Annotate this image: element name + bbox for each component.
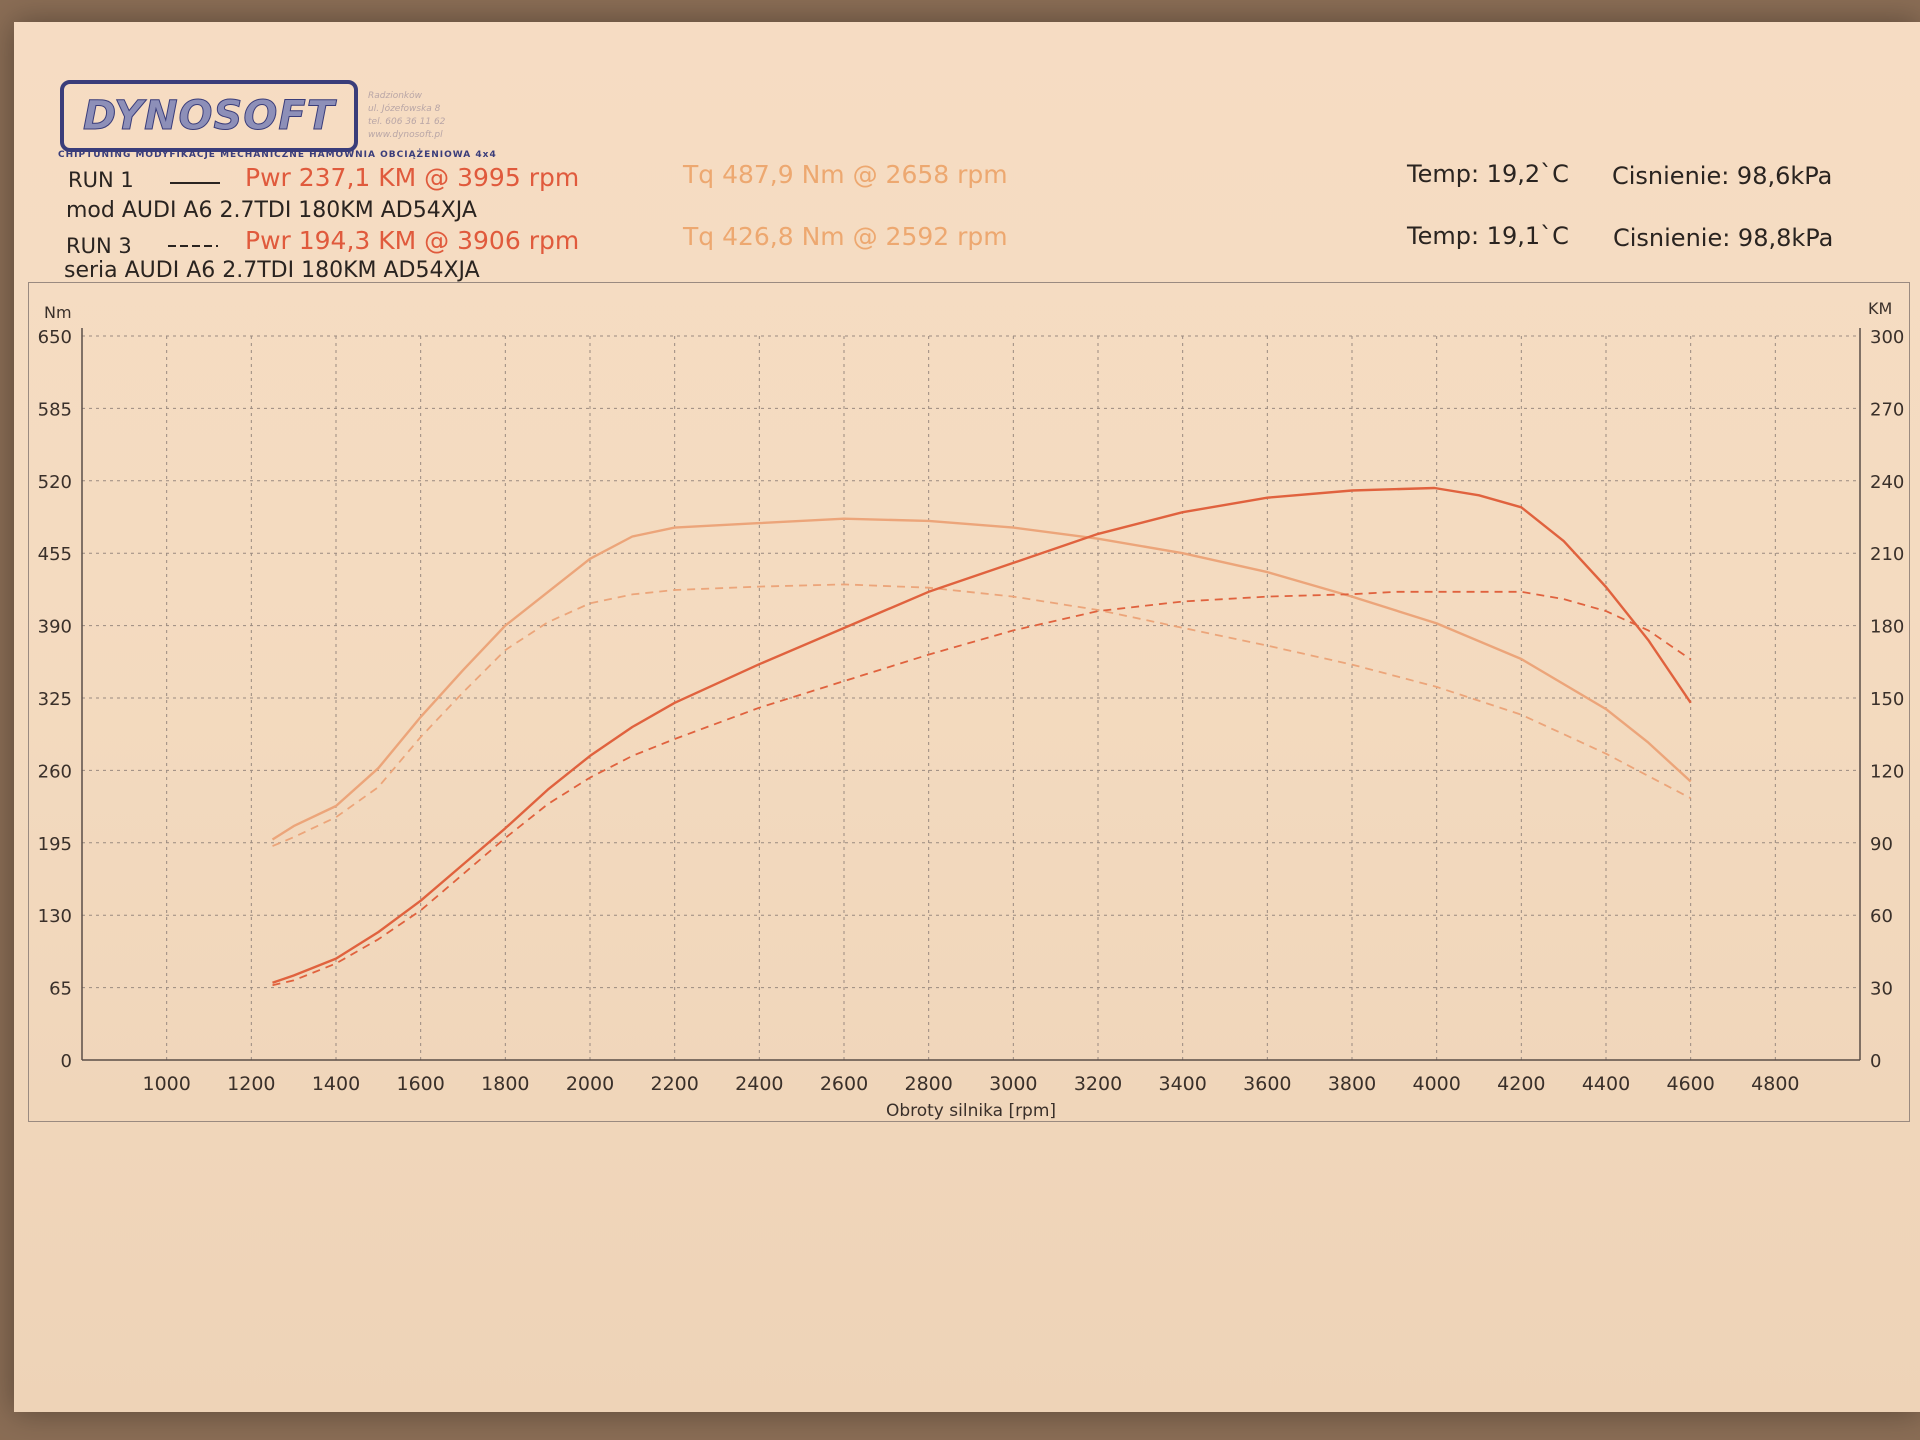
y-right-tick-label: 270	[1870, 399, 1904, 420]
x-tick-label: 4600	[1666, 1073, 1714, 1095]
dynosoft-logo: DYNOSOFT	[60, 80, 358, 152]
run3-torque-curve	[272, 583, 1692, 847]
address-line: ul. Józefowska 8	[368, 104, 441, 114]
run1-temperature: Temp: 19,2`C	[1407, 160, 1569, 188]
x-tick-label: 4200	[1497, 1073, 1545, 1095]
x-tick-label: 3000	[989, 1073, 1037, 1095]
logo-tagline: CHIPTUNING MODYFIKACJE MECHANICZNE HAMOW…	[58, 150, 497, 160]
x-axis-label: Obroty silnika [rpm]	[886, 1101, 1056, 1121]
run3-label: RUN 3	[66, 234, 132, 258]
run1-description: mod AUDI A6 2.7TDI 180KM AD54XJA	[66, 198, 477, 223]
x-tick-label: 1600	[396, 1073, 444, 1095]
x-tick-label: 4000	[1412, 1073, 1460, 1095]
x-tick-label: 2200	[650, 1073, 698, 1095]
run3-pressure: Cisnienie: 98,8kPa	[1613, 224, 1834, 252]
x-tick-label: 2600	[820, 1073, 868, 1095]
address-line: Radzionków	[368, 91, 422, 101]
y-right-tick-label: 120	[1870, 761, 1904, 782]
run1-power-peak: Pwr 237,1 KM @ 3995 rpm	[245, 163, 580, 192]
x-tick-label: 3200	[1074, 1073, 1122, 1095]
y-left-tick-label: 65	[49, 979, 72, 1000]
logo-address: Radzionków ul. Józefowska 8 tel. 606 36 …	[368, 90, 548, 142]
x-tick-label: 4400	[1582, 1073, 1630, 1095]
x-tick-label: 2400	[735, 1073, 783, 1095]
x-tick-label: 1200	[227, 1073, 275, 1095]
run1-label: RUN 1	[68, 168, 134, 192]
run3-description: seria AUDI A6 2.7TDI 180KM AD54XJA	[64, 258, 480, 283]
y-left-tick-label: 650	[38, 327, 72, 348]
y-right-axis-label: KM	[1868, 299, 1892, 318]
run1-legend-solid-line	[170, 182, 220, 184]
run1-pressure: Cisnienie: 98,6kPa	[1612, 162, 1833, 190]
y-left-tick-label: 195	[38, 834, 72, 855]
run1-torque-peak: Tq 487,9 Nm @ 2658 rpm	[683, 160, 1008, 189]
logo-text: DYNOSOFT	[83, 93, 335, 140]
y-left-tick-label: 520	[38, 472, 72, 493]
x-tick-label: 2000	[566, 1073, 614, 1095]
y-left-tick-label: 325	[38, 689, 72, 710]
y-left-axis-label: Nm	[44, 303, 72, 322]
x-tick-label: 1000	[142, 1073, 190, 1095]
run1-torque-curve	[271, 517, 1692, 841]
run3-power-peak: Pwr 194,3 KM @ 3906 rpm	[245, 226, 580, 255]
y-right-tick-label: 180	[1870, 617, 1904, 638]
y-right-tick-label: 150	[1870, 689, 1904, 710]
y-right-tick-label: 60	[1870, 906, 1893, 927]
x-tick-label: 3600	[1243, 1073, 1291, 1095]
y-right-tick-label: 0	[1870, 1051, 1881, 1072]
y-right-tick-label: 30	[1870, 979, 1893, 1000]
address-line: www.dynosoft.pl	[368, 130, 443, 140]
dyno-sheet	[14, 22, 1920, 1412]
y-right-tick-label: 300	[1870, 327, 1904, 348]
address-line: tel. 606 36 11 62	[368, 117, 446, 127]
y-left-tick-label: 585	[38, 399, 72, 420]
y-left-tick-label: 260	[38, 761, 72, 782]
x-tick-label: 1800	[481, 1073, 529, 1095]
y-right-tick-label: 240	[1870, 472, 1904, 493]
y-left-tick-label: 455	[38, 544, 72, 565]
y-left-tick-label: 0	[61, 1051, 72, 1072]
y-left-tick-label: 130	[38, 906, 72, 927]
x-tick-label: 2800	[904, 1073, 952, 1095]
x-tick-label: 3400	[1158, 1073, 1206, 1095]
chart-frame	[28, 282, 1910, 1122]
x-tick-label: 1400	[312, 1073, 360, 1095]
run1-power-curve	[272, 486, 1692, 984]
run3-power-curve	[272, 590, 1692, 987]
run3-legend-dashed-line	[168, 245, 218, 247]
run3-torque-peak: Tq 426,8 Nm @ 2592 rpm	[683, 222, 1008, 251]
y-right-tick-label: 210	[1870, 544, 1904, 565]
x-tick-label: 4800	[1751, 1073, 1799, 1095]
y-right-tick-label: 90	[1870, 834, 1893, 855]
y-left-tick-label: 390	[38, 617, 72, 638]
x-tick-label: 3800	[1328, 1073, 1376, 1095]
run3-temperature: Temp: 19,1`C	[1407, 222, 1569, 250]
